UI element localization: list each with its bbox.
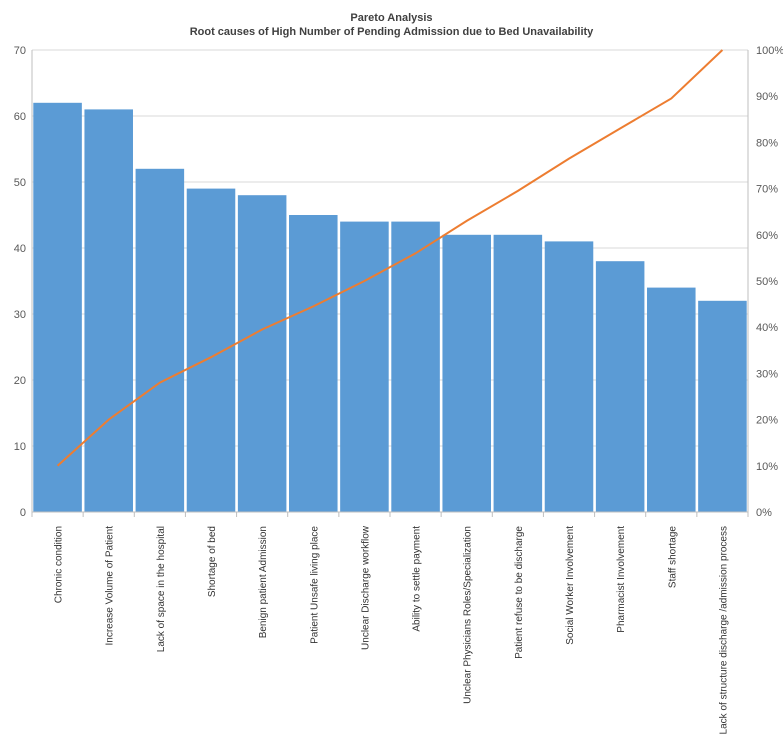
chart-subtitle: Root causes of High Number of Pending Ad… — [189, 26, 594, 38]
bar — [84, 109, 133, 513]
x-category-label: Shortage of bed — [207, 526, 218, 597]
bar — [186, 188, 236, 512]
y-tick-label: 50 — [14, 177, 26, 189]
y-tick-label: 40 — [14, 243, 26, 255]
x-category-label: Patient refuse to be discharge — [514, 526, 525, 659]
x-category-label: Benign patient Admission — [258, 526, 269, 638]
x-category-label: Lack of structure discharge /admission p… — [718, 526, 729, 734]
bar — [442, 234, 491, 513]
bar — [595, 261, 645, 512]
y2-tick-label: 40% — [756, 322, 778, 334]
y2-tick-label: 0% — [756, 507, 772, 519]
y-tick-label: 70 — [14, 45, 26, 57]
x-category-label: Unclear Physicians Roles/Specialization — [463, 526, 474, 704]
x-category-label: Staff shortage — [667, 526, 678, 589]
y-tick-label: 10 — [14, 441, 26, 453]
x-category-label: Ability to settle payment — [412, 526, 423, 632]
x-category-label: Increase Volume of Patient — [105, 526, 116, 646]
x-category-label: Social Worker Involvement — [565, 526, 576, 645]
bar — [135, 168, 185, 513]
y2-tick-label: 100% — [756, 45, 783, 57]
bar — [237, 195, 287, 512]
y-tick-label: 0 — [20, 507, 26, 519]
x-category-label: Patient Unsafe living place — [309, 526, 320, 644]
bar — [544, 241, 594, 512]
chart-title-block: Pareto Analysis Root causes of High Numb… — [0, 11, 783, 39]
y2-tick-label: 80% — [756, 137, 778, 149]
x-category-label: Lack of space in the hospital — [156, 526, 167, 652]
bar — [698, 300, 747, 512]
bar — [340, 221, 389, 512]
cumulative-line — [56, 49, 724, 467]
bar-series — [33, 102, 747, 513]
y2-tick-label: 20% — [756, 415, 778, 427]
cumulative-line-series — [56, 49, 724, 467]
y2-tick-label: 90% — [756, 91, 778, 103]
bar — [391, 221, 440, 512]
y-tick-label: 20 — [14, 375, 26, 387]
y2-tick-label: 50% — [756, 276, 778, 288]
y-tick-label: 60 — [14, 111, 26, 123]
x-category-label: Pharmacist Involvement — [616, 526, 627, 633]
tick-labels: 0 10 20 30 40 50 60 70 0% 10% 20% 30% 40% 50% 60% 70% 80… — [14, 45, 783, 734]
y-tick-label: 30 — [14, 309, 26, 321]
x-category-label: Chronic condition — [54, 526, 65, 603]
chart-title: Pareto Analysis — [350, 12, 433, 24]
y2-tick-label: 30% — [756, 368, 778, 380]
x-category-label: Unclear Discharge workflow — [360, 525, 371, 650]
y2-tick-label: 60% — [756, 230, 778, 242]
axes — [31, 50, 749, 517]
y2-tick-label: 10% — [756, 461, 778, 473]
bar — [493, 234, 543, 513]
y2-tick-label: 70% — [756, 184, 778, 196]
bar — [647, 287, 696, 512]
bar — [33, 102, 82, 513]
bar — [289, 215, 338, 512]
